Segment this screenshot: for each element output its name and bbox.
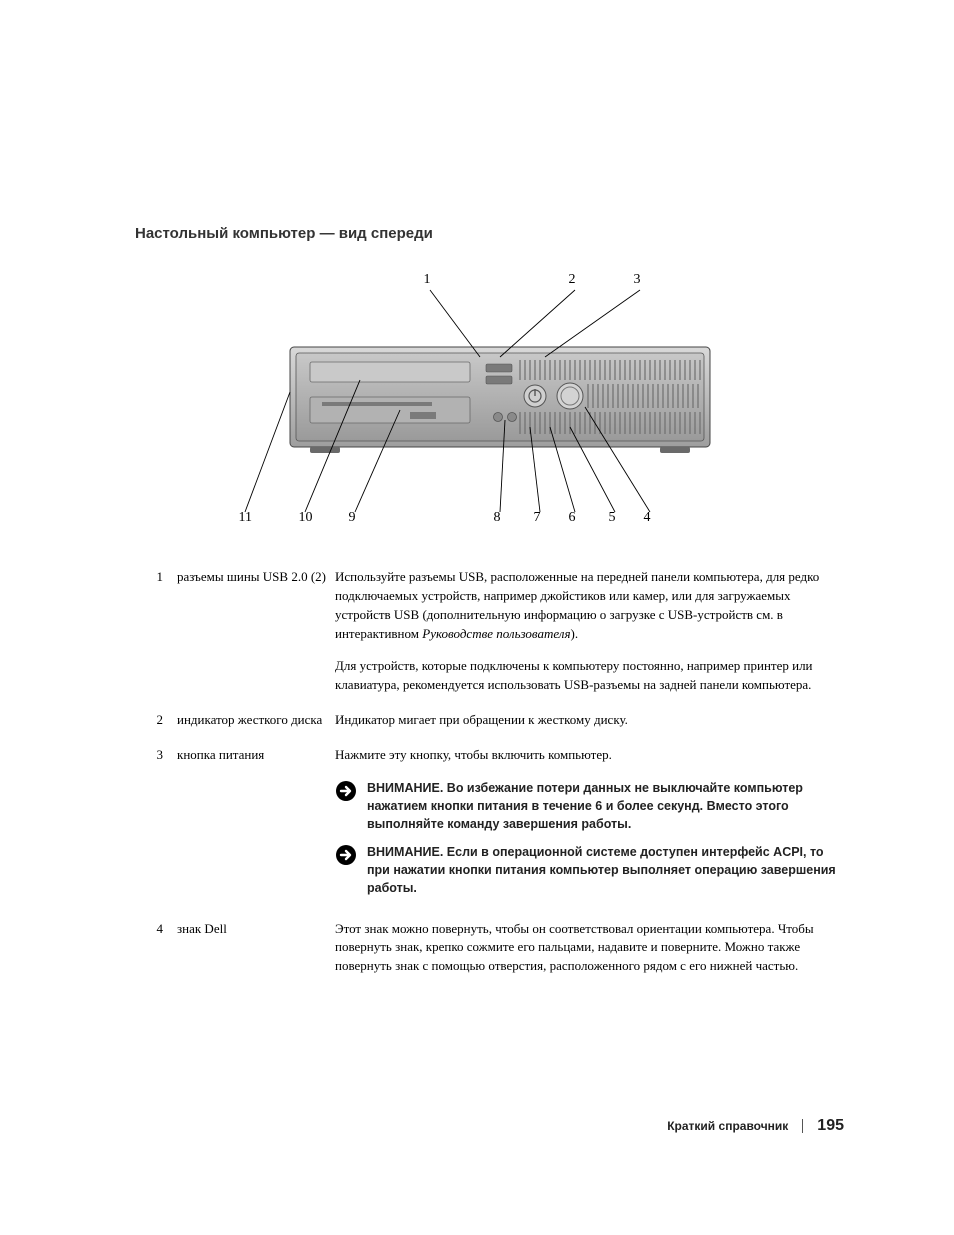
description-paragraph: Нажмите эту кнопку, чтобы включить компь… xyxy=(335,746,836,765)
notice-block: ВНИМАНИЕ. Если в операционной системе до… xyxy=(335,843,836,897)
row-description: Индикатор мигает при обращении к жестком… xyxy=(335,705,844,740)
callout-number: 5 xyxy=(609,510,616,526)
description-paragraph: Для устройств, которые подключены к комп… xyxy=(335,657,836,695)
footer-page-number: 195 xyxy=(817,1117,844,1135)
callout-number: 2 xyxy=(569,272,576,288)
callout-number: 4 xyxy=(644,510,651,526)
page-footer: Краткий справочник 195 xyxy=(667,1117,844,1135)
footer-separator xyxy=(802,1119,803,1133)
document-page: Настольный компьютер — вид спереди xyxy=(0,0,954,1235)
row-number: 3 xyxy=(135,740,177,914)
callout-number: 3 xyxy=(634,272,641,288)
notice-arrow-icon xyxy=(335,844,357,866)
parts-table: 1разъемы шины USB 2.0 (2)Используйте раз… xyxy=(135,562,844,986)
callout-number: 10 xyxy=(299,510,313,526)
notice-text: ВНИМАНИЕ. Если в операционной системе до… xyxy=(367,843,836,897)
row-term: знак Dell xyxy=(177,914,335,987)
footer-title: Краткий справочник xyxy=(667,1119,788,1133)
row-description: Нажмите эту кнопку, чтобы включить компь… xyxy=(335,740,844,914)
row-description: Используйте разъемы USB, расположенные н… xyxy=(335,562,844,705)
callout-number: 7 xyxy=(534,510,541,526)
table-row: 3кнопка питанияНажмите эту кнопку, чтобы… xyxy=(135,740,844,914)
section-title: Настольный компьютер — вид спереди xyxy=(135,225,844,242)
row-description: Этот знак можно повернуть, чтобы он соот… xyxy=(335,914,844,987)
callout-number: 9 xyxy=(349,510,356,526)
table-row: 2индикатор жесткого дискаИндикатор мигае… xyxy=(135,705,844,740)
table-row: 1разъемы шины USB 2.0 (2)Используйте раз… xyxy=(135,562,844,705)
notice-block: ВНИМАНИЕ. Во избежание потери данных не … xyxy=(335,779,836,833)
row-number: 4 xyxy=(135,914,177,987)
diagram-svg xyxy=(140,272,840,532)
callout-number: 11 xyxy=(239,510,252,526)
row-term: разъемы шины USB 2.0 (2) xyxy=(177,562,335,705)
row-term: индикатор жесткого диска xyxy=(177,705,335,740)
description-paragraph: Используйте разъемы USB, расположенные н… xyxy=(335,568,836,643)
notice-text: ВНИМАНИЕ. Во избежание потери данных не … xyxy=(367,779,836,833)
row-number: 2 xyxy=(135,705,177,740)
row-term: кнопка питания xyxy=(177,740,335,914)
description-paragraph: Этот знак можно повернуть, чтобы он соот… xyxy=(335,920,836,977)
callout-number: 6 xyxy=(569,510,576,526)
description-paragraph: Индикатор мигает при обращении к жестком… xyxy=(335,711,836,730)
row-number: 1 xyxy=(135,562,177,705)
front-view-diagram: 1 2 3 11 10 9 8 7 6 5 4 xyxy=(140,272,840,532)
callout-number: 8 xyxy=(494,510,501,526)
table-row: 4знак DellЭтот знак можно повернуть, что… xyxy=(135,914,844,987)
callout-number: 1 xyxy=(424,272,431,288)
notice-arrow-icon xyxy=(335,780,357,802)
